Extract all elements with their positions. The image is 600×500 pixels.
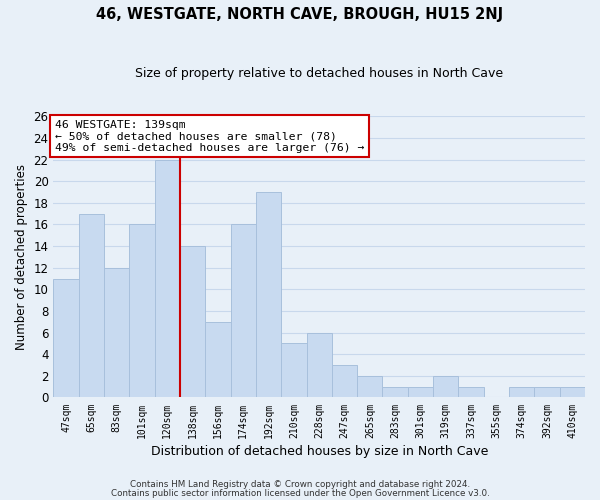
- Bar: [332, 365, 357, 398]
- Bar: [281, 344, 307, 398]
- Bar: [205, 322, 230, 398]
- Bar: [458, 386, 484, 398]
- Bar: [155, 160, 180, 398]
- Title: Size of property relative to detached houses in North Cave: Size of property relative to detached ho…: [135, 68, 503, 80]
- Bar: [130, 224, 155, 398]
- Bar: [256, 192, 281, 398]
- Bar: [180, 246, 205, 398]
- Bar: [104, 268, 130, 398]
- Bar: [307, 332, 332, 398]
- Text: 46 WESTGATE: 139sqm
← 50% of detached houses are smaller (78)
49% of semi-detach: 46 WESTGATE: 139sqm ← 50% of detached ho…: [55, 120, 364, 153]
- Text: Contains HM Land Registry data © Crown copyright and database right 2024.: Contains HM Land Registry data © Crown c…: [130, 480, 470, 489]
- Bar: [357, 376, 382, 398]
- Bar: [408, 386, 433, 398]
- Bar: [433, 376, 458, 398]
- Bar: [509, 386, 535, 398]
- Bar: [53, 278, 79, 398]
- Bar: [560, 386, 585, 398]
- Bar: [79, 214, 104, 398]
- Bar: [230, 224, 256, 398]
- X-axis label: Distribution of detached houses by size in North Cave: Distribution of detached houses by size …: [151, 444, 488, 458]
- Text: Contains public sector information licensed under the Open Government Licence v3: Contains public sector information licen…: [110, 489, 490, 498]
- Y-axis label: Number of detached properties: Number of detached properties: [15, 164, 28, 350]
- Bar: [382, 386, 408, 398]
- Text: 46, WESTGATE, NORTH CAVE, BROUGH, HU15 2NJ: 46, WESTGATE, NORTH CAVE, BROUGH, HU15 2…: [97, 8, 503, 22]
- Bar: [535, 386, 560, 398]
